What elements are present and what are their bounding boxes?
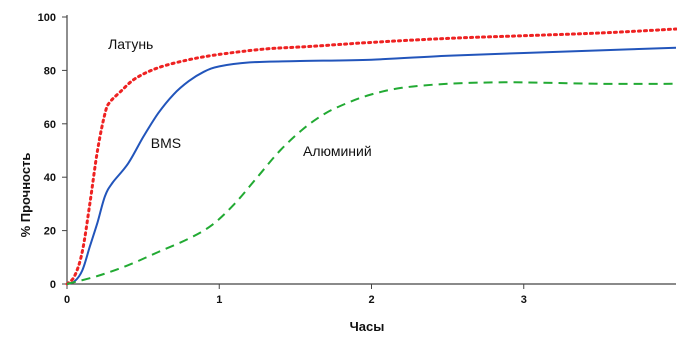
x-ticks-group: 0 1 2 3 [64, 284, 527, 306]
y-tick-label: 80 [44, 65, 56, 77]
series-line-bms [66, 46, 677, 285]
y-tick-label: 40 [44, 172, 56, 184]
x-tick-label: 2 [368, 294, 374, 306]
y-axis-title: % Прочность [18, 153, 33, 238]
series-labels-group: Латунь BMS Алюминий [108, 36, 372, 159]
y-tick-label: 20 [44, 226, 56, 238]
x-tick-label: 0 [64, 294, 70, 306]
y-ticks-group: 0 20 40 60 80 100 [38, 12, 67, 291]
x-tick-label: 1 [216, 294, 222, 306]
x-tick-label: 3 [521, 294, 527, 306]
y-tick-label: 100 [38, 12, 56, 24]
series-label-aluminum: Алюминий [303, 143, 372, 159]
series-label-brass: Латунь [108, 36, 153, 52]
series-line-brass [65, 27, 677, 286]
series-line-aluminum [66, 81, 677, 285]
series-label-bms: BMS [151, 135, 181, 151]
y-tick-label: 60 [44, 119, 56, 131]
series-group [65, 27, 677, 286]
x-axis-title: Часы [350, 319, 385, 334]
y-tick-label: 0 [50, 279, 56, 291]
